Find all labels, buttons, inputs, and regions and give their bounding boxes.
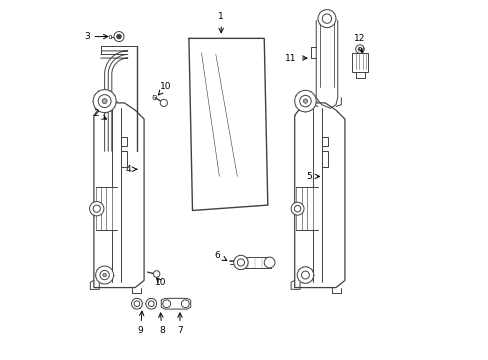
Circle shape: [237, 259, 244, 266]
Circle shape: [317, 10, 335, 28]
Circle shape: [290, 202, 304, 215]
Circle shape: [303, 99, 307, 103]
Circle shape: [148, 301, 154, 307]
Text: 9: 9: [137, 311, 143, 335]
Text: 7: 7: [177, 313, 183, 335]
Circle shape: [98, 95, 111, 108]
Text: 10: 10: [158, 82, 171, 95]
Circle shape: [355, 45, 364, 53]
Circle shape: [100, 270, 109, 280]
Circle shape: [264, 257, 274, 268]
Text: 4: 4: [125, 165, 137, 174]
Text: 5: 5: [305, 172, 319, 181]
Bar: [237, 257, 271, 268]
Circle shape: [93, 205, 100, 212]
Circle shape: [322, 14, 331, 23]
Circle shape: [93, 90, 116, 113]
Circle shape: [116, 34, 121, 39]
Circle shape: [294, 90, 316, 112]
Circle shape: [301, 271, 309, 279]
Circle shape: [96, 266, 113, 284]
Circle shape: [102, 99, 107, 104]
Circle shape: [102, 273, 106, 277]
Circle shape: [233, 255, 247, 270]
Circle shape: [145, 298, 156, 309]
Circle shape: [114, 32, 124, 41]
Circle shape: [163, 300, 170, 308]
Text: 8: 8: [159, 313, 164, 335]
Circle shape: [294, 206, 300, 212]
Bar: [351, 53, 367, 72]
Circle shape: [131, 298, 142, 309]
Bar: [321, 151, 327, 167]
Circle shape: [89, 202, 104, 216]
Circle shape: [297, 267, 313, 283]
Circle shape: [153, 271, 160, 277]
Circle shape: [299, 95, 310, 107]
Bar: [321, 137, 327, 146]
Text: 1: 1: [218, 12, 224, 33]
Circle shape: [181, 300, 189, 308]
Bar: [121, 151, 127, 167]
Text: 6: 6: [214, 251, 226, 261]
Circle shape: [160, 99, 167, 107]
Circle shape: [134, 301, 140, 307]
Text: 10: 10: [154, 278, 165, 287]
Text: 3: 3: [83, 32, 108, 41]
Text: 2: 2: [93, 109, 106, 119]
Bar: [121, 137, 127, 146]
Circle shape: [357, 47, 361, 51]
Text: 11: 11: [285, 54, 306, 63]
Text: 12: 12: [353, 34, 364, 53]
